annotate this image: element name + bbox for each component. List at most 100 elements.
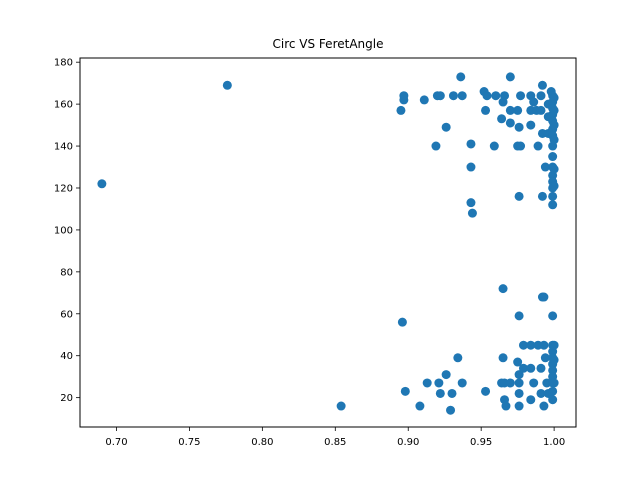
data-point (518, 363, 528, 373)
data-point (518, 340, 528, 350)
y-tick-label: 60 (60, 309, 73, 320)
y-tick-label: 80 (60, 267, 73, 278)
x-tick-label: 0.75 (178, 437, 200, 448)
data-point (526, 395, 536, 405)
y-tick-label: 140 (54, 142, 73, 153)
data-point (481, 386, 491, 396)
data-point (505, 72, 515, 82)
data-point (399, 91, 409, 101)
data-point (336, 401, 346, 411)
data-point (526, 340, 536, 350)
data-point (548, 311, 558, 321)
data-point (549, 164, 559, 174)
data-point (549, 120, 559, 130)
data-point (500, 91, 510, 101)
data-point (466, 162, 476, 172)
data-point (539, 340, 549, 350)
y-tick-label: 20 (60, 393, 73, 404)
data-point (514, 378, 524, 388)
data-point (549, 340, 559, 350)
data-point (466, 198, 476, 208)
data-point (548, 200, 558, 210)
data-point (434, 378, 444, 388)
data-point (456, 72, 466, 82)
data-point (529, 97, 539, 107)
data-point (222, 80, 232, 90)
axes-layer: 0.70 0.75 0.80 0.85 0.90 0.95 1.00 20 40 60 80 100 1… (54, 57, 577, 448)
y-tick-label: 120 (54, 183, 73, 194)
data-point (498, 284, 508, 294)
plot-frame (79, 57, 577, 428)
data-point (537, 80, 547, 90)
data-point (539, 292, 549, 302)
data-point (549, 355, 559, 365)
data-point (513, 105, 523, 115)
data-point (540, 162, 550, 172)
data-point (533, 141, 543, 151)
data-point (548, 365, 558, 375)
x-tick-label: 0.85 (324, 437, 346, 448)
data-point (482, 91, 492, 101)
data-point (514, 191, 524, 201)
data-point (549, 135, 559, 145)
data-point (97, 179, 107, 189)
data-point (513, 357, 523, 367)
data-point (536, 388, 546, 398)
data-point (514, 401, 524, 411)
x-tick-label: 0.95 (470, 437, 492, 448)
data-point (549, 181, 559, 191)
points-layer (97, 72, 559, 415)
data-point (514, 122, 524, 132)
data-point (548, 395, 558, 405)
data-point (457, 91, 467, 101)
data-point (457, 378, 467, 388)
data-point (505, 105, 515, 115)
data-point (435, 91, 445, 101)
data-point (514, 388, 524, 398)
data-point (537, 191, 547, 201)
x-tick-label: 0.80 (251, 437, 273, 448)
data-point (536, 105, 546, 115)
data-point (548, 191, 558, 201)
data-point (441, 122, 451, 132)
data-point (516, 91, 526, 101)
data-point (498, 353, 508, 363)
data-point (489, 141, 499, 151)
data-point (539, 401, 549, 411)
data-point (536, 363, 546, 373)
data-point (501, 401, 511, 411)
data-point (441, 370, 451, 380)
data-point (397, 317, 407, 327)
x-tick-label: 1.00 (543, 437, 565, 448)
data-point (548, 152, 558, 162)
data-point (497, 114, 507, 124)
data-point (431, 141, 441, 151)
chart-title: Circ VS FeretAngle (273, 37, 384, 51)
data-point (435, 388, 445, 398)
data-point (516, 141, 526, 151)
data-point (415, 401, 425, 411)
data-point (549, 378, 559, 388)
data-point (549, 105, 559, 115)
data-point (396, 105, 406, 115)
data-point (491, 91, 501, 101)
data-point (505, 118, 515, 128)
data-point (514, 311, 524, 321)
data-point (453, 353, 463, 363)
y-tick-label: 40 (60, 351, 73, 362)
data-point (526, 120, 536, 130)
data-point (526, 363, 536, 373)
data-point (505, 378, 515, 388)
data-point (422, 378, 432, 388)
y-tick-label: 180 (54, 58, 73, 69)
data-point (448, 91, 458, 101)
data-point (466, 139, 476, 149)
y-tick-label: 160 (54, 100, 73, 111)
data-point (529, 378, 539, 388)
data-point (447, 388, 457, 398)
data-point (514, 370, 524, 380)
data-point (400, 386, 410, 396)
data-point (548, 386, 558, 396)
data-point (481, 105, 491, 115)
